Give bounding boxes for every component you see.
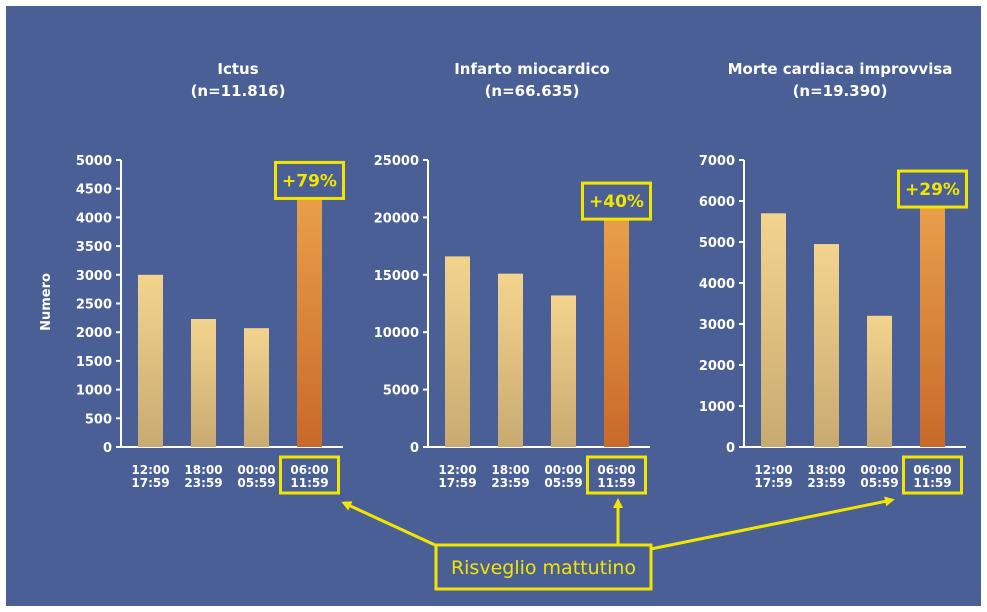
chart-canvas: Ictus (n=11.816) 0 500 1000 1500 2000 2500 3000 3… (39, 60, 968, 591)
bar (551, 295, 576, 447)
x-tick-label-end: 11:59 (597, 476, 635, 490)
x-tick-label-start: 06:00 (290, 463, 328, 477)
x-tick-label-start: 12:00 (438, 463, 476, 477)
chart-subtitle: (n=66.635) (485, 82, 580, 100)
x-tick-label-start: 18:00 (184, 463, 222, 477)
x-tick-label-start: 06:00 (913, 463, 951, 477)
callout-layer: Risveglio mattutino (341, 496, 895, 591)
x-tick-label-end: 23:59 (184, 476, 222, 490)
y-tick-label: 3000 (76, 269, 112, 284)
x-tick-label-end: 11:59 (913, 476, 951, 490)
bar-highlight (297, 194, 322, 447)
y-tick-label: 5000 (76, 154, 112, 169)
y-tick-label: 3500 (76, 240, 112, 255)
chart-panel-2: Infarto miocardico (n=66.635) 0 5000 10000 15… (374, 60, 652, 495)
bar (498, 273, 523, 447)
y-tick-label: 6000 (699, 195, 735, 210)
chart-subtitle: (n=19.390) (793, 82, 888, 100)
y-tick-label: 10000 (374, 326, 419, 341)
bar-highlight (604, 215, 629, 447)
x-tick-label-end: 05:59 (544, 476, 582, 490)
y-tick-label: 5000 (383, 384, 419, 399)
x-tick-label-end: 17:59 (438, 476, 476, 490)
bar (138, 274, 163, 447)
chart-panel-1: Ictus (n=11.816) 0 500 1000 1500 2000 2500 3000 3… (76, 60, 345, 495)
highlight-category-box (279, 455, 340, 495)
y-tick-label: 0 (410, 441, 419, 456)
bar (761, 213, 786, 447)
x-tick-label-end: 17:59 (754, 476, 792, 490)
chart-panel-3: Morte cardiaca improvvisa (n=19.390) 0 1000… (699, 60, 968, 495)
percent-increase-label: +79% (282, 171, 337, 191)
percent-increase-label: +40% (589, 192, 644, 212)
bar (814, 244, 839, 447)
y-axis-label: Numero (39, 273, 54, 331)
percent-increase-label: +29% (905, 180, 960, 200)
x-tick-label-start: 00:00 (860, 463, 898, 477)
y-tick-label: 4000 (76, 211, 112, 226)
chart-slide: Ictus (n=11.816) 0 500 1000 1500 2000 2500 3000 3… (6, 6, 981, 606)
callout-label: Risveglio mattutino (451, 557, 636, 579)
x-tick-label-end: 05:59 (237, 476, 275, 490)
x-tick-label-end: 17:59 (131, 476, 169, 490)
percent-increase-box (897, 169, 968, 209)
percent-increase-box (581, 181, 652, 221)
callout-arrow (341, 501, 449, 553)
y-tick-label: 4500 (76, 183, 112, 198)
y-tick-label: 20000 (374, 211, 419, 226)
bar (445, 256, 470, 447)
y-tick-label: 15000 (374, 269, 419, 284)
x-tick-label-end: 05:59 (860, 476, 898, 490)
highlight-category-box (586, 455, 647, 495)
charts-layer: Ictus (n=11.816) 0 500 1000 1500 2000 2500 3000 3… (76, 60, 968, 495)
percent-increase-box (274, 160, 345, 200)
y-tick-label: 7000 (699, 154, 735, 169)
x-tick-label-start: 00:00 (544, 463, 582, 477)
x-tick-label-start: 12:00 (754, 463, 792, 477)
y-tick-label: 0 (726, 441, 735, 456)
x-tick-label-start: 18:00 (807, 463, 845, 477)
x-tick-label-start: 00:00 (237, 463, 275, 477)
bar (244, 328, 269, 447)
y-tick-label: 1500 (76, 355, 112, 370)
y-tick-label: 2500 (76, 298, 112, 313)
callout-box (434, 543, 653, 591)
bar (867, 315, 892, 447)
y-tick-label: 500 (85, 412, 112, 427)
x-tick-label-end: 23:59 (491, 476, 529, 490)
y-tick-label: 0 (103, 441, 112, 456)
x-tick-label-start: 06:00 (597, 463, 635, 477)
y-tick-label: 1000 (699, 400, 735, 415)
x-tick-label-start: 12:00 (131, 463, 169, 477)
chart-title: Ictus (217, 60, 258, 78)
y-tick-label: 2000 (76, 326, 112, 341)
bar (191, 318, 216, 447)
highlight-category-box (902, 455, 963, 495)
callout-arrow (640, 496, 895, 553)
y-tick-label: 1000 (76, 384, 112, 399)
x-tick-label-end: 23:59 (807, 476, 845, 490)
chart-title: Infarto miocardico (454, 60, 610, 78)
x-tick-label-end: 11:59 (290, 476, 328, 490)
y-tick-label: 5000 (699, 236, 735, 251)
bar-highlight (920, 203, 945, 447)
y-tick-label: 25000 (374, 154, 419, 169)
chart-subtitle: (n=11.816) (191, 82, 286, 100)
y-tick-label: 3000 (699, 318, 735, 333)
y-tick-label: 2000 (699, 359, 735, 374)
y-tick-label: 4000 (699, 277, 735, 292)
x-tick-label-start: 18:00 (491, 463, 529, 477)
chart-title: Morte cardiaca improvvisa (728, 60, 953, 78)
